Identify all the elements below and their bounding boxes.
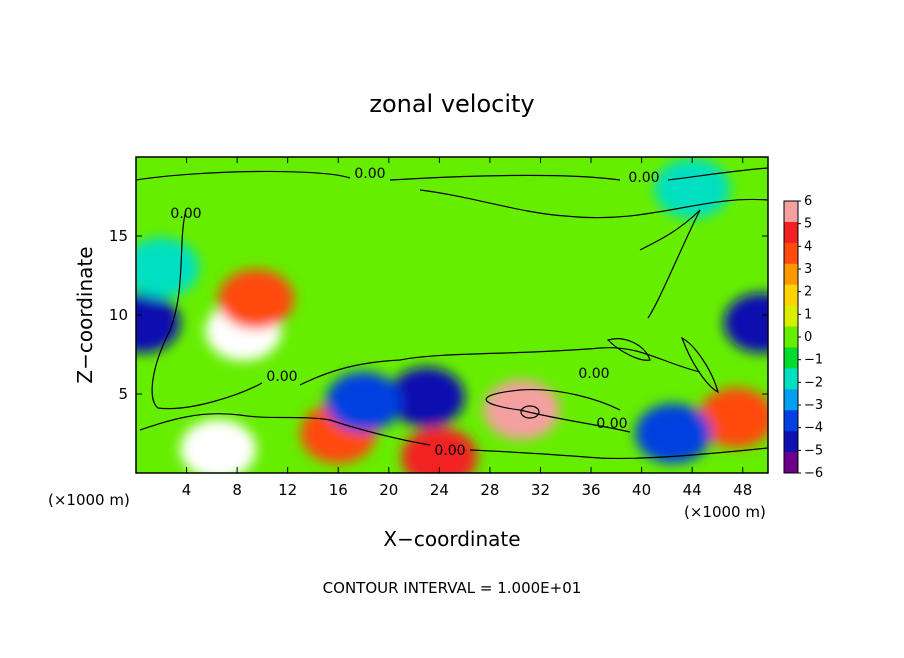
x-tick-label: 32 [531,481,550,499]
contour-line [151,209,263,410]
contour-line [485,388,631,433]
contour-label: 0.00 [434,443,465,459]
field-blob [388,367,465,428]
colorbar: 6 5 4 3 2 1 0 −1 −2 −3 −4 −5 −6 [783,194,823,481]
contour-interval-note: CONTOUR INTERVAL = 1.000E+01 [323,579,582,597]
x-tick-label: 12 [278,481,297,499]
colorbar-tick-label: 6 [804,194,812,209]
contour-label: 0.00 [628,170,659,186]
y-axis-title: Z−coordinate [73,246,97,383]
y-tick-label: 10 [109,306,128,324]
colorbar-swatch [784,410,798,432]
x-tick-label: 40 [632,481,651,499]
colorbar-swatch [784,347,798,369]
contour-line [680,336,719,394]
colorbar-swatch [784,389,798,411]
field-features [136,158,768,473]
contour-label: 0.00 [354,166,385,182]
x-tick-label: 36 [581,481,600,499]
contour-label: 0.00 [266,369,297,385]
contour-line [520,405,540,419]
colorbar-swatch [784,284,798,307]
field-blob [401,427,478,473]
colorbar-swatch [784,431,798,453]
x-tick-label: 24 [430,481,449,499]
y-tick-label: 15 [109,227,128,245]
contour-line [606,338,651,361]
colorbar-swatch [784,452,798,474]
colorbar-tick-label: −6 [804,466,823,481]
x-tick-label: 8 [232,481,242,499]
field-blob [635,403,712,464]
colorbar-swatch [784,221,798,244]
colorbar-tick-label: 5 [804,217,812,232]
colorbar-swatch [784,242,798,265]
x-tick-label: 16 [329,481,348,499]
contour-line [639,209,701,319]
x-axis-title: X−coordinate [383,527,520,551]
x-tick-label: 48 [733,481,752,499]
colorbar-tick-label: −3 [804,398,823,413]
colorbar-tick-label: −4 [804,421,823,436]
contour-line [299,347,701,386]
colorbar-tick-label: 0 [804,330,812,345]
chart-title: zonal velocity [369,90,534,118]
contour-line [139,413,431,446]
contour-line [136,167,768,181]
contour-label: 0.00 [596,416,627,432]
colorbar-swatch [784,201,798,223]
field-blob [325,371,402,432]
field-blob [723,292,768,353]
plot-area: 0.00 0.00 0.00 0.00 0.00 0.00 0.00 [136,157,768,473]
colorbar-swatch [784,263,798,286]
colorbar-swatch [784,326,798,348]
field-blob [698,387,768,448]
colorbar-swatch [784,368,798,390]
colorbar-tick-label: 3 [804,262,812,277]
field-blob [654,158,731,219]
field-blob [136,237,200,298]
colorbar-tick-label: 2 [804,285,812,300]
field-blob [180,419,257,473]
x-tick-label: 20 [379,481,398,499]
y-tick-label: 5 [118,385,128,403]
x-unit-right: (×1000 m) [684,503,766,521]
contour-label: 0.00 [170,206,201,222]
x-ticks: 4 8 12 16 20 24 28 32 36 40 44 48 [182,157,752,499]
colorbar-tick-label: 1 [804,307,812,322]
x-tick-label: 28 [480,481,499,499]
colorbar-tick-label: 4 [804,239,812,254]
contour-lines [136,167,768,460]
contour-line [469,447,768,460]
x-tick-label: 4 [182,481,192,499]
contour-label: 0.00 [578,366,609,382]
colorbar-tick-label: −1 [804,353,823,368]
colorbar-tick-label: −5 [804,443,823,458]
field-blob [218,269,295,330]
field-blob [136,292,181,353]
contour-labels: 0.00 0.00 0.00 0.00 0.00 0.00 0.00 [170,166,659,459]
colorbar-tick-label: −2 [804,375,823,390]
y-ticks: 5 10 15 [109,227,768,403]
colorbar-swatch [784,305,798,328]
x-tick-label: 44 [683,481,702,499]
x-unit-left: (×1000 m) [48,491,130,509]
contour-line [419,189,768,219]
